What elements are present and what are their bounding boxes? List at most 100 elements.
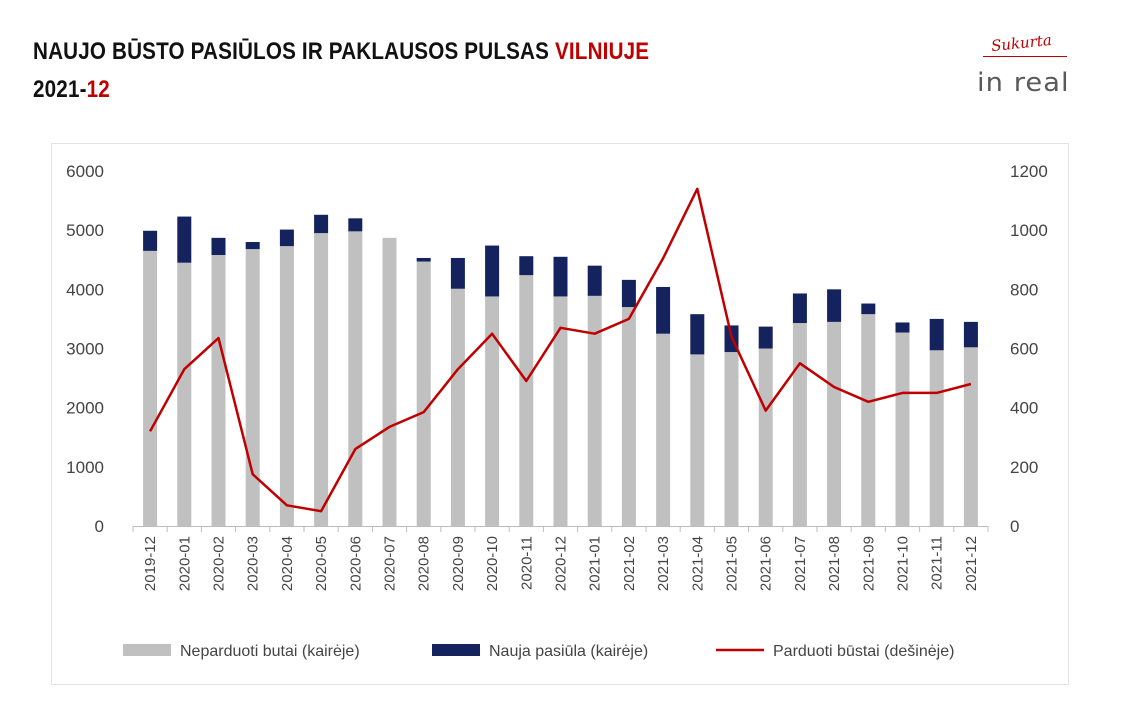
x-tick-label: 2019-12 [142,536,159,591]
legend-label-new-offer: Nauja pasiūla (kairėje) [489,643,648,660]
title-main: NAUJO BŪSTO PASIŪLOS IR PAKLAUSOS PULSAS [33,38,555,65]
legend-swatch-unsold [123,644,171,656]
left-tick-label: 1000 [66,458,104,477]
bar-unsold [758,348,773,526]
bar-new-offer [792,293,807,324]
bar-new-offer [553,256,568,297]
bar-unsold [587,295,602,526]
bar-unsold [656,333,671,526]
x-tick-label: 2020-08 [416,536,433,591]
x-tick-label: 2021-04 [689,536,706,591]
title-block: NAUJO BŪSTO PASIŪLOS IR PAKLAUSOS PULSAS… [33,33,750,109]
x-tick-label: 2020-09 [450,536,467,591]
bar-new-offer [143,230,158,251]
bar-unsold [792,323,807,526]
x-tick-label: 2020-07 [382,536,399,591]
x-tick-label: 2020-03 [245,536,262,591]
bar-unsold [279,246,294,526]
bar-new-offer [485,245,500,297]
left-tick-label: 3000 [66,340,104,359]
bar-new-offer [519,256,534,276]
logo-rule [983,56,1067,57]
x-tick-label: 2020-10 [484,536,501,591]
bar-unsold [895,332,910,526]
right-tick-label: 1000 [1010,221,1048,240]
bar-series [143,214,978,526]
line-series [149,187,972,513]
chart-frame [51,143,1069,685]
bar-unsold [724,352,739,526]
bar-unsold [211,255,226,526]
bar-unsold [245,249,260,526]
left-tick-label: 4000 [66,280,104,299]
bar-unsold [963,347,978,526]
left-axis: 0 1000 2000 3000 4000 5000 6000 [66,162,104,536]
x-tick-label: 2020-05 [313,536,330,591]
x-tick-label: 2021-11 [929,536,946,590]
bar-new-offer [895,322,910,333]
left-tick-label: 6000 [66,162,104,181]
bar-unsold [177,262,192,526]
bar-unsold [929,350,944,526]
bar-unsold [416,261,431,526]
bar-unsold [450,288,465,526]
legend-label-sold: Parduoti būstai (dešinėje) [773,643,954,660]
right-tick-label: 0 [1010,517,1019,536]
bar-unsold [348,231,363,526]
bar-new-offer [929,318,944,351]
right-tick-label: 800 [1010,280,1038,299]
x-tick-label: 2021-09 [860,536,877,591]
left-tick-label: 2000 [66,399,104,418]
bar-new-offer [245,242,260,250]
bar-new-offer [656,286,671,334]
x-axis: 2019-12 2020-01 2020-02 2020-03 2020-04 2020-… [132,526,989,591]
bar-unsold [861,314,876,526]
chart-title: NAUJO BŪSTO PASIŪLOS IR PAKLAUSOS PULSAS… [33,33,649,71]
subtitle-main: 2021- [33,76,87,103]
bar-unsold [314,233,329,526]
bar-new-offer [416,257,431,262]
legend-swatch-new-offer [432,644,480,656]
legend-label-unsold: Neparduoti butai (kairėje) [180,643,360,660]
left-tick-label: 0 [95,517,104,536]
bar-new-offer [963,321,978,348]
right-axis: 0 200 400 600 800 1000 1200 [1010,162,1048,536]
x-tick-label: 2021-10 [895,536,912,591]
x-tick-label: 2020-01 [176,536,193,591]
subtitle-accent: 12 [86,76,110,103]
bar-new-offer [348,218,363,232]
x-tick-label: 2021-08 [826,536,843,591]
right-tick-label: 1200 [1010,162,1048,181]
bar-new-offer [621,279,636,308]
bar-unsold [485,296,500,526]
x-tick-label: 2021-01 [587,536,604,591]
chart-subtitle: 2021-12 [33,71,649,109]
bar-unsold [143,250,158,526]
bar-new-offer [690,314,705,355]
bar-new-offer [314,214,329,234]
right-tick-label: 400 [1010,399,1038,418]
bar-unsold [827,321,842,526]
legend: Neparduoti butai (kairėje) Nauja pasiūla … [123,643,954,660]
bar-new-offer [587,265,602,296]
x-tick-label: 2020-02 [211,536,228,591]
inreal-logo: Sukurta in real [975,31,1070,104]
right-tick-label: 600 [1010,340,1038,359]
x-tick-label: 2021-12 [963,536,980,591]
x-tick-label: 2020-12 [553,536,570,591]
bar-new-offer [450,257,465,289]
x-tick-label: 2021-05 [724,536,741,591]
logo-word: in real [977,68,1070,98]
bar-new-offer [211,237,226,256]
x-tick-label: 2021-06 [758,536,775,591]
left-tick-label: 5000 [66,221,104,240]
x-tick-label: 2020-11 [518,536,535,590]
x-tick-label: 2021-07 [792,536,809,591]
x-tick-label: 2020-04 [279,536,296,591]
bar-new-offer [279,229,294,247]
bar-unsold [621,307,636,526]
bar-unsold [553,296,568,526]
bar-new-offer [827,289,842,322]
bar-unsold [690,354,705,526]
